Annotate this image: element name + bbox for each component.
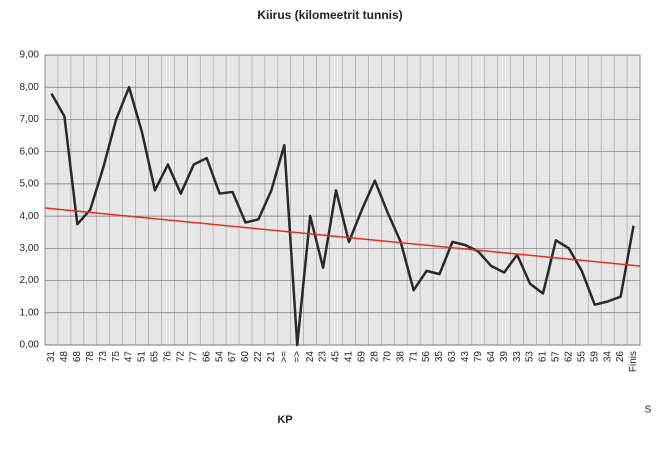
x-tick-label: 78: [85, 351, 96, 363]
x-tick-label: 38: [395, 351, 406, 363]
x-tick-label: 69: [357, 351, 368, 363]
y-tick-label: 9,00: [20, 50, 40, 61]
x-tick-label: Finis: [628, 351, 639, 372]
y-tick-label: 0,00: [20, 340, 40, 351]
x-tick-label: 68: [72, 351, 83, 363]
y-tick-label: 8,00: [20, 82, 40, 93]
x-tick-label: 22: [253, 351, 264, 363]
x-tick-label: 33: [512, 351, 523, 363]
x-tick-label: 62: [563, 351, 574, 363]
y-tick-label: 7,00: [20, 114, 40, 125]
chart-title: Kiirus (kilomeetrit tunnis): [257, 8, 402, 22]
x-tick-label: 23: [318, 351, 329, 363]
series-label: S: [645, 405, 652, 416]
y-tick-label: 1,00: [20, 307, 40, 318]
x-tick-label: 61: [538, 351, 549, 363]
y-tick-label: 4,00: [20, 211, 40, 222]
series-line: [50, 85, 635, 347]
x-tick-label: 41: [344, 351, 355, 363]
x-tick-label: 75: [111, 351, 122, 363]
x-tick-label: 57: [551, 351, 562, 363]
y-tick-label: 2,00: [20, 275, 40, 286]
x-tick-label: 47: [124, 351, 135, 363]
x-tick-label: 67: [227, 351, 238, 363]
x-tick-label: 77: [188, 351, 199, 363]
x-tick-label: 53: [525, 351, 536, 363]
x-tick-label: 55: [576, 351, 587, 363]
x-tick-label: 63: [447, 351, 458, 363]
x-tick-label: 70: [382, 351, 393, 363]
x-tick-label: >=: [279, 351, 290, 363]
x-tick-label: 51: [137, 351, 148, 363]
x-tick-label: 28: [369, 351, 380, 363]
x-tick-label: 26: [615, 351, 626, 363]
y-tick-label: 5,00: [20, 179, 40, 190]
x-tick-label: 43: [460, 351, 471, 363]
x-tick-label: 39: [499, 351, 510, 363]
x-tick-label: 48: [59, 351, 70, 363]
x-tick-label: 24: [305, 351, 316, 363]
x-tick-label: 79: [473, 351, 484, 363]
x-tick-label: 45: [331, 351, 342, 363]
x-axis-title: KP: [277, 414, 292, 426]
x-tick-label: 21: [266, 351, 277, 363]
trend-line: [44, 207, 641, 267]
x-tick-label: 56: [421, 351, 432, 363]
x-tick-label: 66: [201, 351, 212, 363]
x-tick-label: 59: [589, 351, 600, 363]
x-tick-label: 34: [602, 351, 613, 363]
x-tick-label: 76: [163, 351, 174, 363]
y-tick-label: 6,00: [20, 146, 40, 157]
x-tick-label: 60: [240, 351, 251, 363]
x-tick-label: 35: [434, 351, 445, 363]
x-tick-label: 65: [150, 351, 161, 363]
x-tick-label: 72: [175, 351, 186, 363]
x-tick-label: 73: [98, 351, 109, 363]
x-tick-label: 31: [46, 351, 57, 363]
x-tick-label: 54: [214, 351, 225, 363]
y-tick-label: 3,00: [20, 243, 40, 254]
x-tick-label: 64: [486, 351, 497, 363]
x-tick-label: 71: [408, 351, 419, 363]
x-tick-label: =>: [292, 351, 303, 363]
